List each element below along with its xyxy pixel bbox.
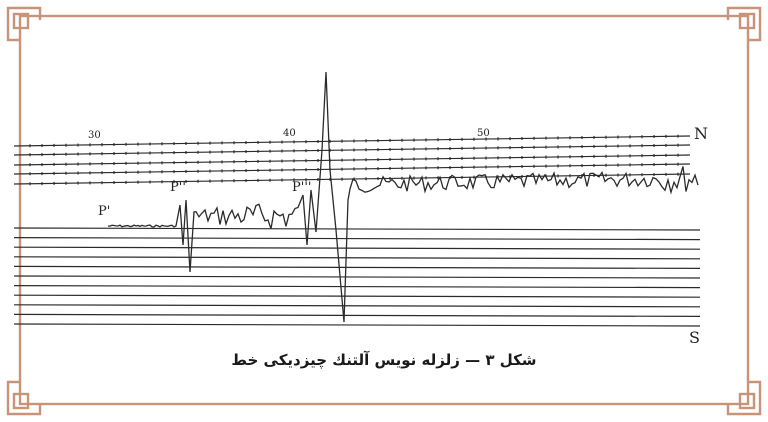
trace-line-upper <box>13 154 691 166</box>
trace-line-lower <box>13 275 701 279</box>
corner-ornament-top-left <box>6 6 42 42</box>
quake-waveform <box>107 71 699 323</box>
trace-line-lower <box>13 265 701 269</box>
trace-line-lower <box>13 323 701 327</box>
time-mark-30: 30 <box>88 130 101 141</box>
direction-south-label: S <box>689 328 700 347</box>
trace-line-upper <box>13 144 691 156</box>
trace-line-lower <box>13 304 701 308</box>
phase-label-p2: P'' <box>170 180 186 195</box>
trace-line-lower <box>13 256 701 260</box>
corner-ornament-bottom-right <box>726 380 762 416</box>
trace-line-upper <box>13 135 691 147</box>
trace-line-lower <box>13 285 701 289</box>
phase-label-p1: P' <box>98 204 111 219</box>
trace-line-lower <box>13 246 701 250</box>
corner-ornament-bottom-left <box>6 380 42 416</box>
corner-ornament-top-right <box>726 6 762 42</box>
time-mark-50: 50 <box>477 128 490 139</box>
trace-line-upper <box>13 163 691 175</box>
trace-line-lower <box>13 237 701 241</box>
figure-caption: شکل ۳ — زلزله نویس آلتنك چیزدیکی خط <box>231 351 537 369</box>
trace-line-lower <box>13 294 701 298</box>
direction-north-label: N <box>694 124 708 143</box>
time-mark-40: 40 <box>283 128 296 139</box>
trace-line-lower <box>13 227 701 231</box>
trace-line-upper <box>13 173 691 185</box>
trace-line-lower <box>13 313 701 317</box>
phase-label-p3: P''' <box>292 180 312 195</box>
